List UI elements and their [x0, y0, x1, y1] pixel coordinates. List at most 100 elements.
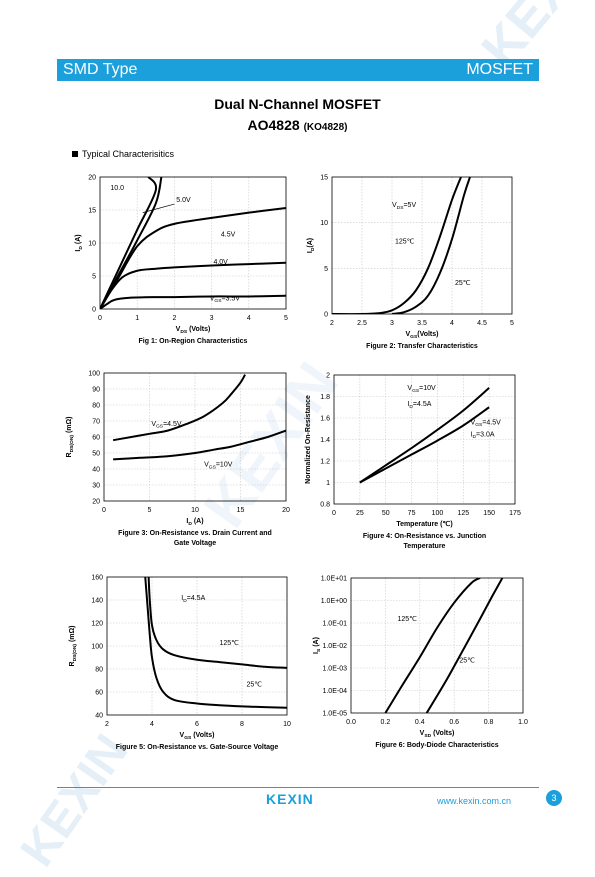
page-title: Dual N-Channel MOSFET — [214, 96, 381, 112]
y-tick-label: 1.0E-01 — [322, 621, 347, 628]
y-tick-label: 1.2 — [320, 459, 330, 466]
x-axis-label: VSD (Volts) — [420, 730, 455, 739]
chart-caption-line: Gate Voltage — [173, 540, 217, 547]
y-tick-label: 1.0E-04 — [322, 688, 347, 695]
x-axis-label: Temperature (℃) — [396, 520, 452, 528]
chart-caption-line: Figure 3: On-Resistance vs. Drain Curren… — [118, 530, 272, 537]
header-category-left: SMD Type — [63, 61, 138, 78]
y-tick-label: 1.0E-05 — [322, 711, 347, 718]
chart-caption-line: Figure 6: Body-Diode Characteristics — [375, 742, 499, 749]
plot-frame — [103, 372, 287, 502]
curve-label: 4.0V — [213, 259, 228, 266]
y-tick-label: 80 — [92, 403, 100, 410]
part-number-line: AO4828 (KO4828) — [0, 117, 595, 133]
y-axis-label: RDS(ON) (mΩ) — [69, 626, 78, 667]
x-tick-label: 4 — [450, 320, 454, 327]
curve-label: ID=4.5A — [407, 401, 431, 410]
chart-caption-line: Figure 2: Transfer Characteristics — [366, 343, 478, 350]
x-tick-label: 50 — [382, 510, 390, 517]
y-tick-label: 0 — [92, 307, 96, 314]
y-tick-label: 1.0E+00 — [321, 598, 347, 605]
y-tick-label: 1 — [326, 480, 330, 487]
chart-fig5-rdson-vs-vgs: 2 4 6 8 10 40 60 80 100 120 140 160 ID=4.5A 125℃ 25℃ VG… — [69, 575, 291, 752]
y-tick-label: 100 — [91, 644, 103, 651]
x-axis-label: ID (A) — [186, 518, 203, 527]
x-tick-label: 1 — [135, 315, 139, 322]
x-axis-label: VDS (Volts) — [176, 326, 211, 335]
curve-label: ID=4.5A — [181, 595, 205, 604]
y-axis-label: ID(A) — [307, 238, 316, 253]
chart-svg: 0 5 10 15 20 20 30 40 50 60 70 80 90 100 VGS=4.5V VGS=1… — [66, 371, 290, 527]
y-tick-label: 10 — [88, 241, 96, 248]
x-tick-label: 0.2 — [381, 719, 391, 726]
x-tick-label: 75 — [408, 510, 416, 517]
curve-label: VDS=5V — [392, 202, 416, 211]
x-tick-label: 20 — [282, 507, 290, 514]
series-group — [332, 177, 471, 314]
x-tick-label: 0.0 — [346, 719, 356, 726]
part-number: AO4828 — [247, 117, 300, 133]
x-tick-label: 1.0 — [518, 719, 528, 726]
series-group — [359, 387, 490, 484]
series-line-4-5v — [359, 406, 490, 484]
header-category-right: MOSFET — [466, 61, 533, 78]
y-tick-label: 0.8 — [320, 502, 330, 509]
chart-svg: 0 25 50 75 100 125 150 175 0.8 1 1.2 1.4 1.6 1.8 2 VGS=… — [305, 373, 521, 529]
y-tick-label: 1.0E+01 — [321, 576, 347, 583]
chart-fig2-transfer: 2 2.5 3 3.5 4 4.5 5 0 5 10 15 VDS=5V 125℃ 25℃ VGS(Volt… — [307, 175, 514, 351]
y-tick-label: 10 — [320, 220, 328, 227]
chart-svg: 2 4 6 8 10 40 60 80 100 120 140 160 ID=4.5A 125℃ 25℃ VG… — [69, 575, 291, 741]
x-axis-label: VGS(Volts) — [405, 331, 438, 340]
x-tick-label: 4.5 — [477, 320, 487, 327]
chart-caption: Figure 2: Transfer Characteristics — [292, 342, 552, 352]
x-tick-label: 4 — [247, 315, 251, 322]
chart-fig3-rdson-vs-id: 0 5 10 15 20 20 30 40 50 60 70 80 90 100 VGS=4.5V VGS=1… — [66, 371, 290, 548]
plot-frame — [106, 576, 288, 716]
x-tick-label: 3 — [210, 315, 214, 322]
series-line-4-0v — [100, 261, 286, 309]
x-tick-label: 10 — [191, 507, 199, 514]
plot-frame — [333, 374, 516, 505]
y-tick-label: 2 — [326, 373, 330, 380]
y-tick-label: 50 — [92, 451, 100, 458]
x-tick-label: 0 — [332, 510, 336, 517]
x-tick-label: 5 — [510, 320, 514, 327]
plot-frame — [99, 176, 287, 310]
x-tick-label: 100 — [432, 510, 444, 517]
series-group — [384, 578, 504, 713]
x-tick-label: 25 — [356, 510, 364, 517]
y-axis-label: IS (A) — [313, 637, 322, 654]
x-tick-label: 4 — [150, 721, 154, 728]
y-tick-label: 1.6 — [320, 416, 330, 423]
y-tick-label: 100 — [88, 371, 100, 378]
curve-label: 25℃ — [455, 280, 471, 287]
series-line-10-0 — [100, 177, 158, 309]
series-group — [144, 577, 287, 709]
y-tick-label: 160 — [91, 575, 103, 582]
x-tick-label: 0 — [102, 507, 106, 514]
y-tick-label: 60 — [92, 435, 100, 442]
y-tick-label: 80 — [95, 667, 103, 674]
y-tick-label: 1.8 — [320, 394, 330, 401]
x-tick-label: 2.5 — [357, 320, 367, 327]
series-line-25 — [425, 578, 504, 713]
part-alt-number: (KO4828) — [303, 122, 348, 133]
y-tick-label: 1.0E-02 — [322, 643, 347, 650]
y-tick-label: 60 — [95, 690, 103, 697]
curve-label: VGS=10V — [407, 385, 436, 394]
x-tick-label: 15 — [237, 507, 245, 514]
curve-label: VGS=3.5V — [210, 295, 241, 304]
x-tick-label: 0 — [98, 315, 102, 322]
x-tick-label: 8 — [240, 721, 244, 728]
bullet-square-icon — [72, 151, 78, 157]
y-axis-label: Normalized On-Resistance — [305, 395, 312, 484]
y-tick-label: 5 — [324, 266, 328, 273]
curve-label: 10.0 — [110, 185, 124, 192]
footer-url[interactable]: www.kexin.com.cn — [437, 796, 512, 806]
series-line-4-5v — [112, 374, 246, 442]
label-leader-line — [142, 203, 175, 213]
footer-logo: KEXIN — [266, 791, 314, 807]
section-heading: Typical Characterisitics — [72, 149, 174, 159]
chart-caption: Fig 1: On-Region Characteristics — [60, 337, 326, 347]
series-line-125 — [384, 578, 481, 713]
